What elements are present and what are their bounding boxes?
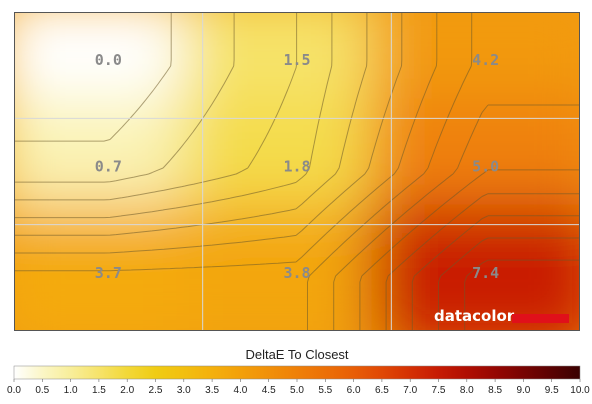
scale-tick-label: 5.5 <box>318 385 332 396</box>
contour-line <box>411 215 580 331</box>
contour-line <box>464 259 580 331</box>
contour-line <box>14 12 298 201</box>
color-scale: 0.0 0.5 1.0 1.5 2.0 2.5 3.0 3.5 4.0 4.5 5.0 5.5 6.0 6… <box>7 365 590 396</box>
scale-tick-label: 2.5 <box>149 385 163 396</box>
scale-tick-label: 1.5 <box>92 385 106 396</box>
scale-tick-label: 8.0 <box>460 385 474 396</box>
scale-tick-label: 2.0 <box>120 385 134 396</box>
contour-line <box>14 12 403 254</box>
scale-tick-label: 7.0 <box>403 385 417 396</box>
scale-tick-label: 9.5 <box>545 385 559 396</box>
color-scale-ticks: 0.0 0.5 1.0 1.5 2.0 2.5 3.0 3.5 4.0 4.5 5.0 5.5 6.0 6… <box>7 379 590 396</box>
contour-line <box>14 12 235 183</box>
scale-tick-label: 5.0 <box>290 385 304 396</box>
scale-tick-label: 3.5 <box>205 385 219 396</box>
contour-line <box>14 12 368 236</box>
scale-tick-label: 6.5 <box>375 385 389 396</box>
scale-tick-label: 7.5 <box>432 385 446 396</box>
scale-tick-label: 3.0 <box>177 385 191 396</box>
scale-tick-label: 10.0 <box>570 385 590 396</box>
contour-line <box>333 104 580 331</box>
contour-line <box>307 12 473 331</box>
contour-line <box>14 12 172 142</box>
scale-tick-label: 8.5 <box>488 385 502 396</box>
scale-tick-label: 1.0 <box>64 385 78 396</box>
grid-lines <box>14 12 580 331</box>
contour-line <box>14 12 438 272</box>
scale-tick-label: 6.0 <box>347 385 361 396</box>
watermark: datacolor <box>434 307 569 325</box>
plot-border <box>14 12 580 331</box>
scale-tick-label: 0.5 <box>35 385 49 396</box>
scale-title: DeltaE To Closest <box>245 347 348 362</box>
cell-value-label: 0.7 <box>95 158 122 176</box>
color-scale-bar <box>13 365 581 380</box>
watermark-accent-bar <box>512 314 569 323</box>
cell-value-label: 1.8 <box>283 158 310 176</box>
scale-tick-label: 0.0 <box>7 385 21 396</box>
heatmap-color-field <box>14 12 580 331</box>
watermark-brand-text: datacolor <box>434 307 515 325</box>
cell-value-label: 3.8 <box>283 264 310 282</box>
cell-value-label: 1.5 <box>283 51 310 69</box>
cell-value-label: 5.0 <box>472 158 499 176</box>
cell-value-label: 0.0 <box>95 51 122 69</box>
cell-labels: 0.0 1.5 4.2 0.7 1.8 5.0 3.7 3.8 7.4 <box>95 51 499 282</box>
scale-tick-label: 4.0 <box>233 385 247 396</box>
scale-tick-label: 9.0 <box>516 385 530 396</box>
scale-tick-label: 4.5 <box>262 385 276 396</box>
contour-line <box>438 237 580 331</box>
cell-value-label: 3.7 <box>95 264 122 282</box>
contour-line <box>385 193 580 331</box>
cell-value-label: 4.2 <box>472 51 499 69</box>
heatmap-plot-area: 0.0 1.5 4.2 0.7 1.8 5.0 3.7 3.8 7.4 datacolor <box>14 12 580 331</box>
cell-value-label: 7.4 <box>472 264 499 282</box>
